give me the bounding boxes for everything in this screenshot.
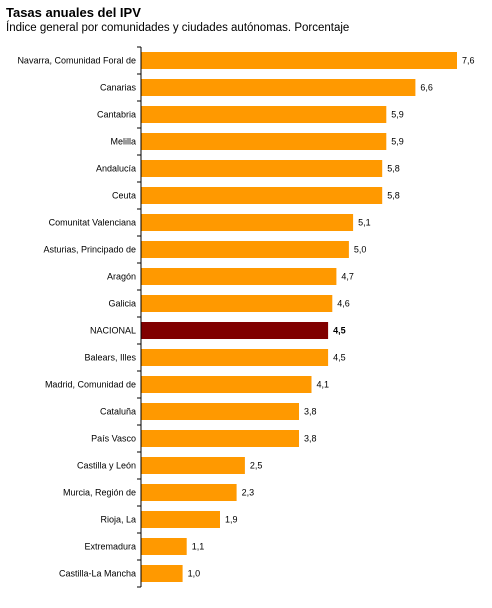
- category-label: Madrid, Comunidad de: [45, 380, 136, 390]
- bar: [141, 133, 387, 150]
- data-label: 6,6: [420, 83, 433, 93]
- category-label: Extremadura: [84, 542, 136, 552]
- category-label: Asturias, Principado de: [43, 245, 136, 255]
- data-label: 4,7: [341, 272, 354, 282]
- bar: [141, 511, 220, 528]
- data-label: 3,8: [304, 407, 317, 417]
- category-label: Melilla: [110, 137, 136, 147]
- category-label: Galicia: [108, 299, 136, 309]
- data-label: 1,1: [192, 542, 205, 552]
- data-label: 4,5: [333, 326, 346, 336]
- bar: [141, 457, 245, 474]
- category-label: Andalucía: [96, 164, 136, 174]
- chart-subtitle: Índice general por comunidades y ciudade…: [6, 22, 350, 34]
- bar: [141, 403, 299, 420]
- bar: [141, 538, 187, 555]
- data-label: 1,0: [188, 569, 201, 579]
- data-label: 5,9: [391, 137, 404, 147]
- category-label: Cantabria: [97, 110, 136, 120]
- data-label: 2,5: [250, 461, 263, 471]
- bar: [141, 349, 329, 366]
- data-label: 4,6: [337, 299, 350, 309]
- bar: [141, 79, 416, 96]
- data-label: 2,3: [242, 488, 255, 498]
- data-label: 5,8: [387, 191, 400, 201]
- bar: [141, 52, 457, 69]
- chart-title: Tasas anuales del IPV: [6, 5, 141, 20]
- bar: [141, 160, 383, 177]
- bar: [141, 187, 383, 204]
- category-label: Balears, Illes: [84, 353, 136, 363]
- data-label: 4,1: [317, 380, 330, 390]
- category-label: Rioja, La: [100, 515, 136, 525]
- data-label: 5,1: [358, 218, 371, 228]
- bar: [141, 565, 183, 582]
- bar: [141, 241, 349, 258]
- bar: [141, 214, 354, 231]
- category-label: Navarra, Comunidad Foral de: [17, 56, 136, 66]
- category-label: Murcia, Región de: [63, 488, 136, 498]
- category-label: Cataluña: [100, 407, 136, 417]
- bar: [141, 484, 237, 501]
- bar: [141, 376, 312, 393]
- data-label: 4,5: [333, 353, 346, 363]
- bar: [141, 268, 337, 285]
- category-label: NACIONAL: [90, 326, 136, 336]
- bar: [141, 430, 299, 447]
- category-label: Castilla-La Mancha: [59, 569, 136, 579]
- bar: [141, 322, 329, 339]
- bar: [141, 295, 333, 312]
- data-label: 3,8: [304, 434, 317, 444]
- category-label: País Vasco: [91, 434, 136, 444]
- bar: [141, 106, 387, 123]
- category-label: Ceuta: [112, 191, 136, 201]
- data-label: 7,6: [462, 56, 475, 66]
- data-label: 5,0: [354, 245, 367, 255]
- category-label: Comunitat Valenciana: [49, 218, 136, 228]
- data-label: 5,8: [387, 164, 400, 174]
- category-label: Canarias: [100, 83, 137, 93]
- data-label: 1,9: [225, 515, 238, 525]
- category-label: Castilla y León: [77, 461, 136, 471]
- category-label: Aragón: [107, 272, 136, 282]
- data-label: 5,9: [391, 110, 404, 120]
